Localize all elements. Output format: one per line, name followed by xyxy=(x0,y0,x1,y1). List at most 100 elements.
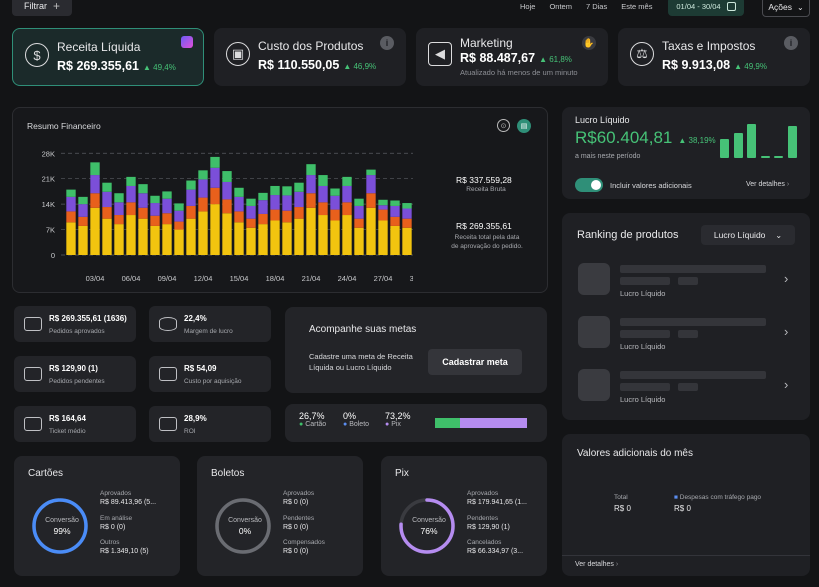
bar-segment[interactable] xyxy=(222,171,232,182)
bar-segment[interactable] xyxy=(90,193,100,208)
bar-segment[interactable] xyxy=(102,182,112,192)
bar-segment[interactable] xyxy=(390,200,400,206)
bar-segment[interactable] xyxy=(270,195,280,210)
bar-segment[interactable] xyxy=(102,207,112,219)
bar-segment[interactable] xyxy=(102,218,112,255)
bar-segment[interactable] xyxy=(90,175,100,194)
bar-segment[interactable] xyxy=(270,209,280,221)
bar-segment[interactable] xyxy=(138,207,148,219)
bar-segment[interactable] xyxy=(198,211,208,255)
bar-segment[interactable] xyxy=(390,216,400,226)
bar-segment[interactable] xyxy=(186,218,196,255)
bar-segment[interactable] xyxy=(306,164,316,176)
bar-segment[interactable] xyxy=(198,179,208,198)
info-icon[interactable]: i xyxy=(380,36,394,50)
bar-segment[interactable] xyxy=(222,181,232,200)
bar-segment[interactable] xyxy=(246,227,256,255)
lucro-details-link[interactable]: Ver detalhes › xyxy=(746,181,790,188)
bar-segment[interactable] xyxy=(342,185,352,203)
bar-segment[interactable] xyxy=(270,220,280,255)
bar-segment[interactable] xyxy=(150,195,160,204)
bar-segment[interactable] xyxy=(234,187,244,197)
period-7days[interactable]: 7 Dias xyxy=(585,2,608,11)
bar-segment[interactable] xyxy=(66,222,76,255)
bar-segment[interactable] xyxy=(378,205,388,210)
bar-segment[interactable] xyxy=(282,210,292,223)
bar-segment[interactable] xyxy=(246,198,256,206)
bar-segment[interactable] xyxy=(174,221,184,230)
bar-segment[interactable] xyxy=(402,208,412,219)
bar-segment[interactable] xyxy=(66,211,76,223)
bar-segment[interactable] xyxy=(102,191,112,208)
cadastrar-meta-button[interactable]: Cadastrar meta xyxy=(428,349,522,375)
bar-segment[interactable] xyxy=(318,202,328,216)
bar-segment[interactable] xyxy=(390,225,400,255)
bar-segment[interactable] xyxy=(186,205,196,219)
bar-segment[interactable] xyxy=(90,207,100,255)
bar-segment[interactable] xyxy=(354,218,364,228)
bar-segment[interactable] xyxy=(258,224,268,255)
date-range-picker[interactable]: 01/04 - 30/04 xyxy=(668,0,744,16)
bar-segment[interactable] xyxy=(234,222,244,255)
bar-segment[interactable] xyxy=(366,169,376,176)
ranking-row[interactable]: Lucro Líquido › xyxy=(562,316,810,356)
bar-segment[interactable] xyxy=(270,185,280,196)
kpi-marketing[interactable]: ◀ Marketing R$ 88.487,67 ▲ 61,8% Atualiza… xyxy=(416,28,608,86)
bar-segment[interactable] xyxy=(138,218,148,255)
chart-view-icon[interactable]: ⊙ xyxy=(497,119,510,132)
bar-segment[interactable] xyxy=(402,203,412,209)
kpi-custo-produtos[interactable]: ▣ Custo dos Produtos R$ 110.550,05 ▲ 46,9… xyxy=(214,28,406,86)
bar-segment[interactable] xyxy=(126,202,136,216)
bar-segment[interactable] xyxy=(126,215,136,255)
hand-icon[interactable]: ✋ xyxy=(582,36,596,50)
bar-segment[interactable] xyxy=(342,202,352,216)
include-additional-toggle[interactable] xyxy=(575,178,603,192)
bar-segment[interactable] xyxy=(126,176,136,186)
bar-segment[interactable] xyxy=(174,203,184,211)
bar-segment[interactable] xyxy=(258,213,268,225)
bar-segment[interactable] xyxy=(234,211,244,223)
bar-segment[interactable] xyxy=(378,220,388,255)
bar-segment[interactable] xyxy=(162,191,172,199)
bar-segment[interactable] xyxy=(186,189,196,206)
bar-segment[interactable] xyxy=(138,184,148,194)
bar-segment[interactable] xyxy=(114,224,124,255)
period-yesterday[interactable]: Ontem xyxy=(549,2,572,11)
bar-segment[interactable] xyxy=(150,215,160,226)
bar-segment[interactable] xyxy=(114,215,124,225)
bar-segment[interactable] xyxy=(78,216,88,226)
actions-dropdown[interactable]: Ações ⌄ xyxy=(762,0,810,17)
bar-segment[interactable] xyxy=(66,189,76,197)
bar-segment[interactable] xyxy=(78,204,88,217)
bar-segment[interactable] xyxy=(66,196,76,212)
chevron-right-icon[interactable]: › xyxy=(784,377,789,392)
bar-segment[interactable] xyxy=(78,196,88,205)
info-icon[interactable]: i xyxy=(784,36,798,50)
chevron-right-icon[interactable]: › xyxy=(784,271,789,286)
bar-segment[interactable] xyxy=(114,193,124,203)
bar-segment[interactable] xyxy=(258,192,268,201)
bar-segment[interactable] xyxy=(378,199,388,206)
bar-segment[interactable] xyxy=(174,229,184,255)
bar-segment[interactable] xyxy=(306,207,316,255)
bar-segment[interactable] xyxy=(210,167,220,188)
bar-segment[interactable] xyxy=(222,213,232,255)
bar-segment[interactable] xyxy=(162,198,172,214)
bar-segment[interactable] xyxy=(306,175,316,194)
bar-segment[interactable] xyxy=(162,213,172,225)
kpi-taxas-impostos[interactable]: ⚖ Taxas e Impostos R$ 9.913,08 ▲ 49,9% i xyxy=(618,28,810,86)
bar-segment[interactable] xyxy=(90,162,100,176)
bar-segment[interactable] xyxy=(174,210,184,222)
bar-segment[interactable] xyxy=(150,203,160,216)
filter-button[interactable]: Filtrar + xyxy=(12,0,72,16)
bar-segment[interactable] xyxy=(246,218,256,228)
bar-segment[interactable] xyxy=(294,207,304,219)
bar-segment[interactable] xyxy=(330,188,340,196)
bar-segment[interactable] xyxy=(390,205,400,217)
bar-segment[interactable] xyxy=(114,202,124,216)
bar-segment[interactable] xyxy=(354,227,364,255)
bar-segment[interactable] xyxy=(258,200,268,214)
bar-segment[interactable] xyxy=(246,205,256,219)
bar-segment[interactable] xyxy=(378,209,388,221)
chevron-right-icon[interactable]: › xyxy=(784,324,789,339)
